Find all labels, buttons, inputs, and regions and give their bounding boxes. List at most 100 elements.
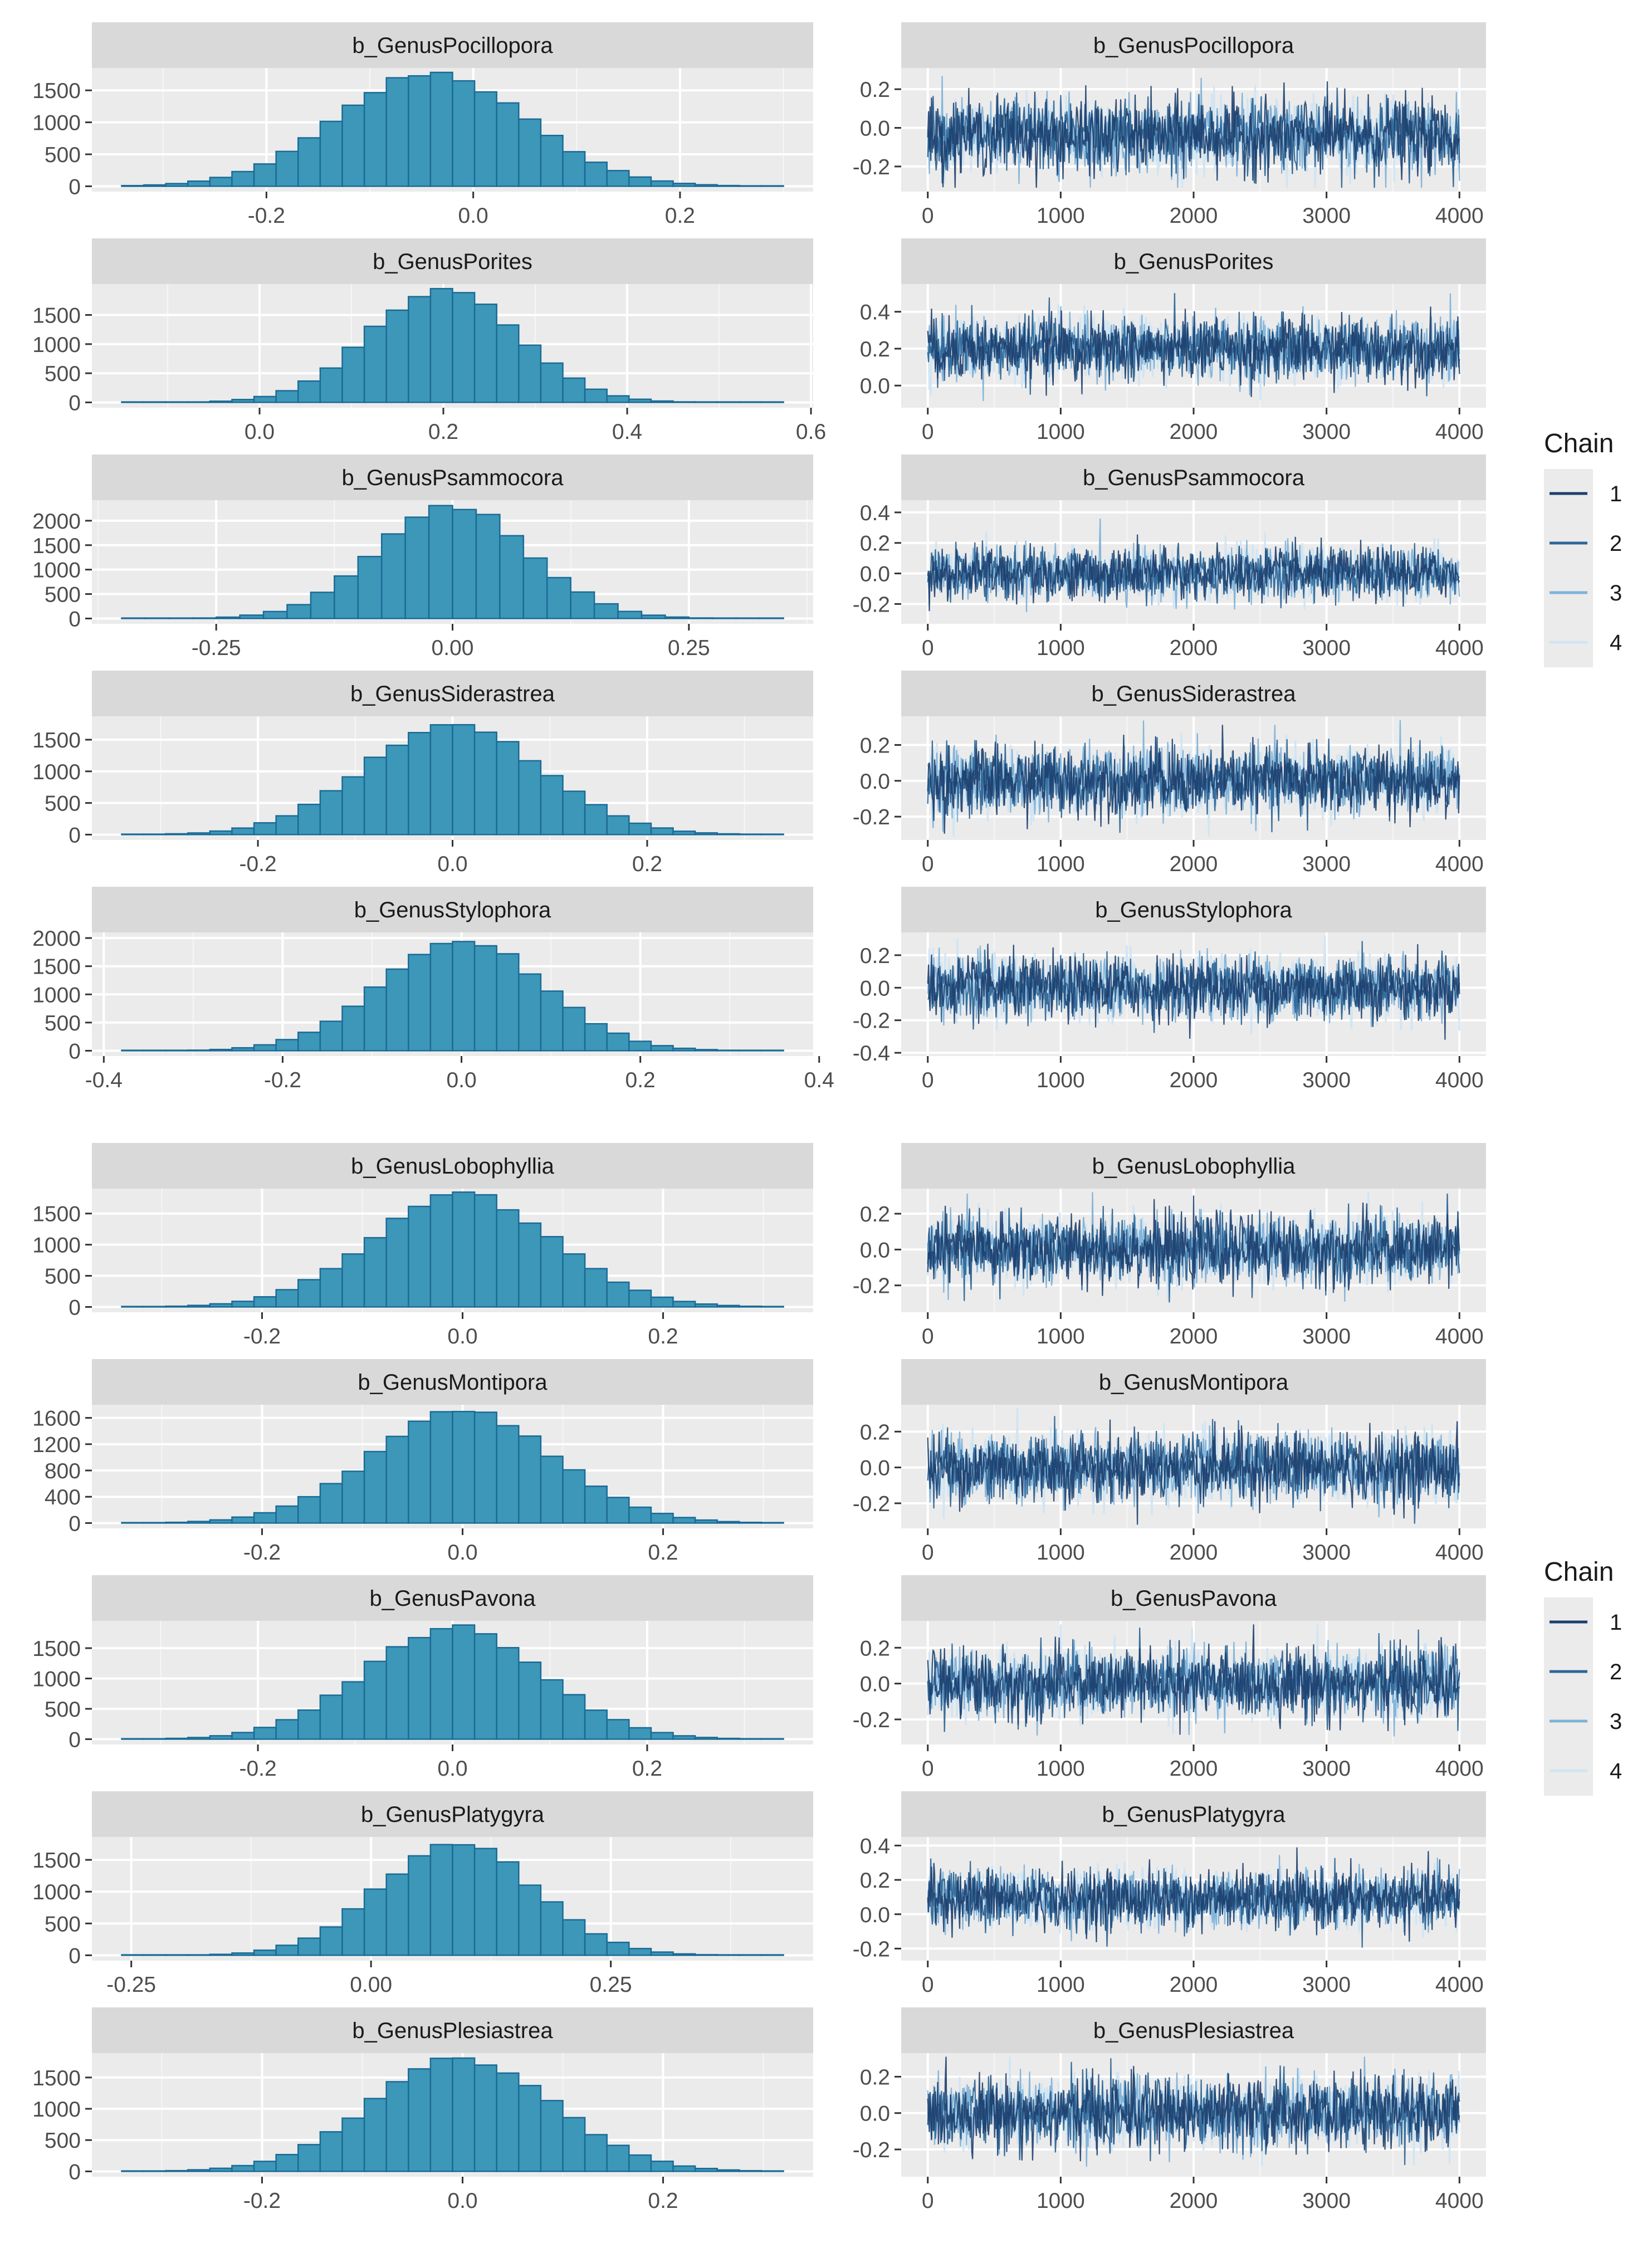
hist-9-y-tick-label: 500 xyxy=(45,1912,81,1936)
hist-4-bar xyxy=(672,830,696,835)
trace-3-panel: b_GenusPsammocora -0.2 0.0 0.2 0.4 0 1000 2000 3… xyxy=(853,455,1486,660)
hist-10-y-tick-label: 0 xyxy=(69,2160,81,2184)
hist-4-bar xyxy=(562,790,586,835)
hist-6-bar xyxy=(540,1236,564,1308)
hist-3-y-tick-label: 2000 xyxy=(32,510,81,534)
hist-6-bar xyxy=(187,1304,211,1308)
hist-1-title: b_GenusPocillopora xyxy=(352,33,553,58)
hist-9-bar xyxy=(297,1937,321,1956)
trace-6-strip xyxy=(901,1143,1486,1189)
hist-5-bar xyxy=(739,1049,763,1052)
hist-9-bar xyxy=(716,1954,740,1956)
hist-2-panel: b_GenusPorites 0 500 1000 1500 0.0 0.2 0.4 0.6 xyxy=(32,238,826,444)
hist-3-x-tick-label: 0.00 xyxy=(432,636,474,660)
hist-6-x-tick-label: -0.2 xyxy=(243,1325,281,1348)
trace-5-y-tick-label: -0.4 xyxy=(853,1042,890,1066)
hist-2-bar xyxy=(739,401,763,403)
trace-6-x-tick-label: 2000 xyxy=(1170,1325,1218,1348)
hist-8-bar xyxy=(275,1719,299,1740)
hist-5-bar xyxy=(297,1032,321,1052)
hist-7-bar xyxy=(319,1483,343,1524)
trace-10-x-tick-label: 0 xyxy=(922,2189,934,2213)
hist-9-bar xyxy=(209,1953,233,1956)
hist-6-bar xyxy=(473,1194,497,1308)
hist-3-bar xyxy=(334,575,359,619)
trace-2-chain-1-line xyxy=(927,306,1460,397)
legend-label-2: 2 xyxy=(1610,531,1622,556)
hist-6-bar xyxy=(672,1301,696,1308)
hist-8-bar xyxy=(319,1694,343,1740)
hist-8-bar xyxy=(496,1646,520,1740)
trace-9-strip xyxy=(901,1791,1486,1837)
hist-7-bar xyxy=(231,1516,255,1524)
hist-8-bar xyxy=(429,1628,453,1740)
hist-1-x-tick-label: 0.0 xyxy=(458,204,488,228)
hist-10-bar xyxy=(540,2100,564,2172)
hist-9-bar xyxy=(452,1844,476,1956)
hist-8-bar xyxy=(209,1735,233,1740)
hist-2-y-tick-label: 0 xyxy=(69,391,81,415)
trace-1-y-tick-label: -0.2 xyxy=(853,155,890,179)
hist-8-x-tick-label: 0.2 xyxy=(632,1757,662,1781)
hist-9-bar xyxy=(408,1855,432,1956)
trace-6-y-tick-label: 0.2 xyxy=(860,1203,890,1226)
hist-9-bar xyxy=(275,1944,299,1956)
trace-3-x-tick-label: 1000 xyxy=(1037,636,1085,660)
hist-1-y-tick-label: 1000 xyxy=(32,111,81,135)
trace-4-panel: b_GenusSiderastrea -0.2 0.0 0.2 0 1000 2000 300… xyxy=(853,671,1486,876)
hist-4-bar xyxy=(760,833,784,835)
hist-4-bar xyxy=(584,804,608,835)
hist-3-bar xyxy=(357,555,383,619)
trace-2-x-tick-label: 1000 xyxy=(1037,420,1085,444)
trace-8-x-tick-label: 3000 xyxy=(1302,1757,1351,1781)
hist-8-bar xyxy=(562,1694,586,1740)
hist-4-y-tick-label: 500 xyxy=(45,792,81,816)
hist-8-bar xyxy=(341,1681,365,1740)
hist-1-bar xyxy=(628,176,652,187)
trace-4-x-tick-label: 0 xyxy=(922,852,934,876)
hist-8-y-tick-label: 1000 xyxy=(32,1667,81,1691)
hist-6-bar xyxy=(650,1296,674,1308)
hist-9-x-tick-label: 0.00 xyxy=(350,1973,392,1997)
hist-8-bar xyxy=(231,1732,255,1740)
hist-3-bar xyxy=(286,604,312,619)
hist-2-x-tick-label: 0.2 xyxy=(428,420,458,444)
hist-2-bar xyxy=(584,388,608,403)
hist-4-bar xyxy=(319,790,343,835)
trace-8-panel: b_GenusPavona -0.2 0.0 0.2 0 1000 2000 3000 4000 xyxy=(853,1575,1486,1781)
hist-9-strip xyxy=(92,1791,813,1837)
trace-3-title: b_GenusPsammocora xyxy=(1083,466,1305,490)
hist-1-bar xyxy=(562,151,586,187)
hist-9-panel: b_GenusPlatygyra 0 500 1000 1500 -0.25 0.00 0.2… xyxy=(32,1791,813,1997)
trace-9-y-tick-label: -0.2 xyxy=(853,1937,890,1961)
hist-6-bar xyxy=(429,1194,453,1308)
hist-8-bar xyxy=(473,1633,497,1740)
hist-4-bar xyxy=(297,803,321,835)
hist-5-x-tick-label: -0.2 xyxy=(264,1068,301,1092)
hist-5-bar xyxy=(760,1049,784,1052)
trace-10-y-tick-label: 0.2 xyxy=(860,2065,890,2089)
hist-4-bar xyxy=(739,833,763,835)
trace-8-y-tick-label: 0.0 xyxy=(860,1673,890,1697)
hist-9-bar xyxy=(584,1933,608,1956)
hist-1-bar xyxy=(385,77,409,187)
hist-7-bar xyxy=(341,1470,365,1524)
hist-10-bar xyxy=(341,2117,365,2172)
hist-7-bar xyxy=(385,1435,409,1524)
trace-3-y-tick-label: 0.4 xyxy=(860,501,890,525)
hist-10-bar xyxy=(187,2169,211,2172)
trace-6-title: b_GenusLobophyllia xyxy=(1092,1154,1296,1179)
hist-9-bar xyxy=(562,1919,586,1956)
hist-6-bar xyxy=(231,1301,255,1308)
hist-10-x-tick-label: 0.2 xyxy=(648,2189,678,2213)
hist-8-bar xyxy=(716,1737,740,1740)
trace-10-y-tick-label: 0.0 xyxy=(860,2102,890,2126)
legend-label-1: 1 xyxy=(1610,482,1622,506)
hist-9-y-tick-label: 1000 xyxy=(32,1880,81,1904)
hist-10-bar xyxy=(121,2170,145,2172)
trace-10-chain-1-line xyxy=(927,2056,1460,2162)
hist-6-bar xyxy=(496,1209,520,1308)
hist-8-bar xyxy=(672,1735,696,1740)
hist-10-bar xyxy=(452,2057,476,2172)
hist-9-bar xyxy=(540,1901,564,1956)
